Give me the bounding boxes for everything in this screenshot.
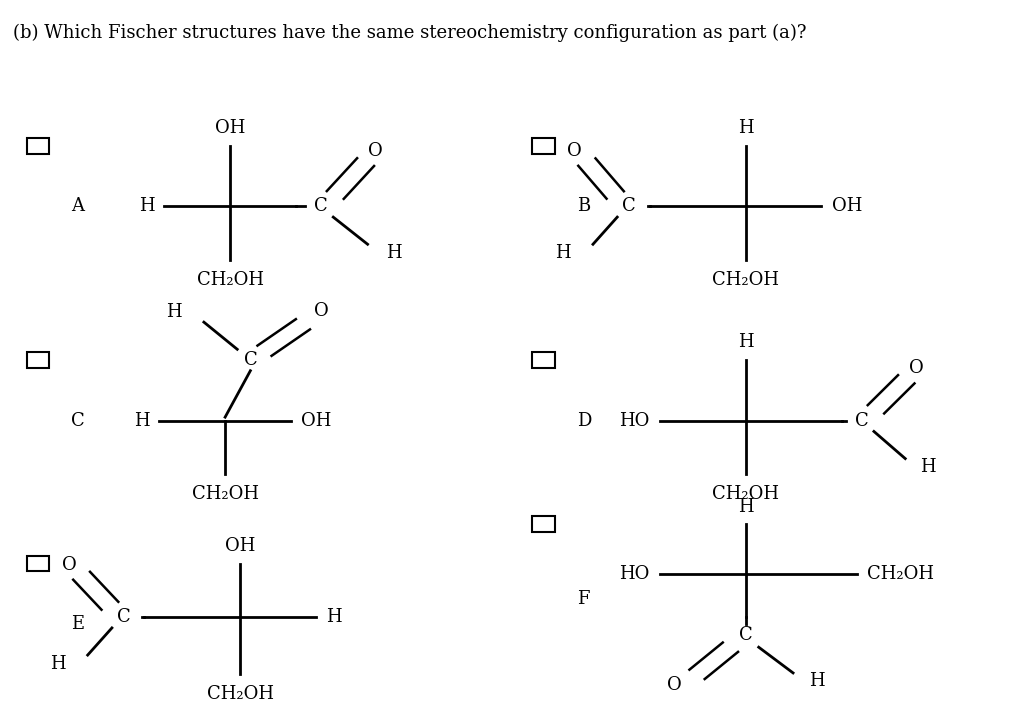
Text: H: H — [386, 244, 401, 262]
FancyBboxPatch shape — [27, 138, 49, 153]
Text: H: H — [921, 458, 936, 476]
Text: OH: OH — [301, 412, 332, 430]
Text: O: O — [909, 359, 924, 377]
Text: C: C — [244, 351, 257, 369]
Text: CH₂OH: CH₂OH — [207, 685, 273, 703]
Text: H: H — [166, 303, 181, 321]
Text: CH₂OH: CH₂OH — [712, 485, 779, 503]
Text: D: D — [577, 412, 591, 430]
Text: B: B — [577, 197, 590, 215]
Text: CH₂OH: CH₂OH — [191, 485, 259, 503]
Text: A: A — [72, 197, 85, 215]
Text: H: H — [737, 498, 754, 516]
Text: CH₂OH: CH₂OH — [197, 271, 263, 289]
Text: C: C — [117, 608, 131, 626]
Text: C: C — [72, 412, 85, 430]
FancyBboxPatch shape — [532, 352, 555, 368]
Text: O: O — [62, 556, 77, 574]
Text: (b) Which Fischer structures have the same stereochemistry configuration as part: (b) Which Fischer structures have the sa… — [13, 24, 806, 42]
FancyBboxPatch shape — [532, 516, 555, 532]
Text: E: E — [72, 616, 85, 634]
Text: H: H — [809, 672, 825, 690]
Text: H: H — [555, 244, 570, 262]
Text: O: O — [313, 302, 329, 320]
Text: CH₂OH: CH₂OH — [867, 565, 934, 583]
Text: OH: OH — [225, 537, 255, 555]
Text: C: C — [623, 197, 636, 215]
Text: C: C — [738, 626, 753, 644]
Text: H: H — [50, 654, 66, 672]
Text: C: C — [314, 197, 328, 215]
Text: HO: HO — [620, 565, 649, 583]
Text: O: O — [668, 676, 682, 694]
Text: OH: OH — [833, 197, 863, 215]
Text: O: O — [567, 143, 583, 161]
FancyBboxPatch shape — [532, 138, 555, 153]
Text: H: H — [134, 412, 150, 430]
Text: F: F — [577, 590, 589, 608]
Text: O: O — [369, 143, 383, 161]
Text: OH: OH — [215, 119, 246, 137]
Text: H: H — [327, 608, 342, 626]
Text: H: H — [737, 333, 754, 351]
Text: H: H — [737, 119, 754, 137]
Text: CH₂OH: CH₂OH — [712, 271, 779, 289]
Text: H: H — [138, 197, 155, 215]
Text: C: C — [855, 412, 868, 430]
FancyBboxPatch shape — [27, 352, 49, 368]
FancyBboxPatch shape — [27, 556, 49, 572]
Text: HO: HO — [620, 412, 649, 430]
